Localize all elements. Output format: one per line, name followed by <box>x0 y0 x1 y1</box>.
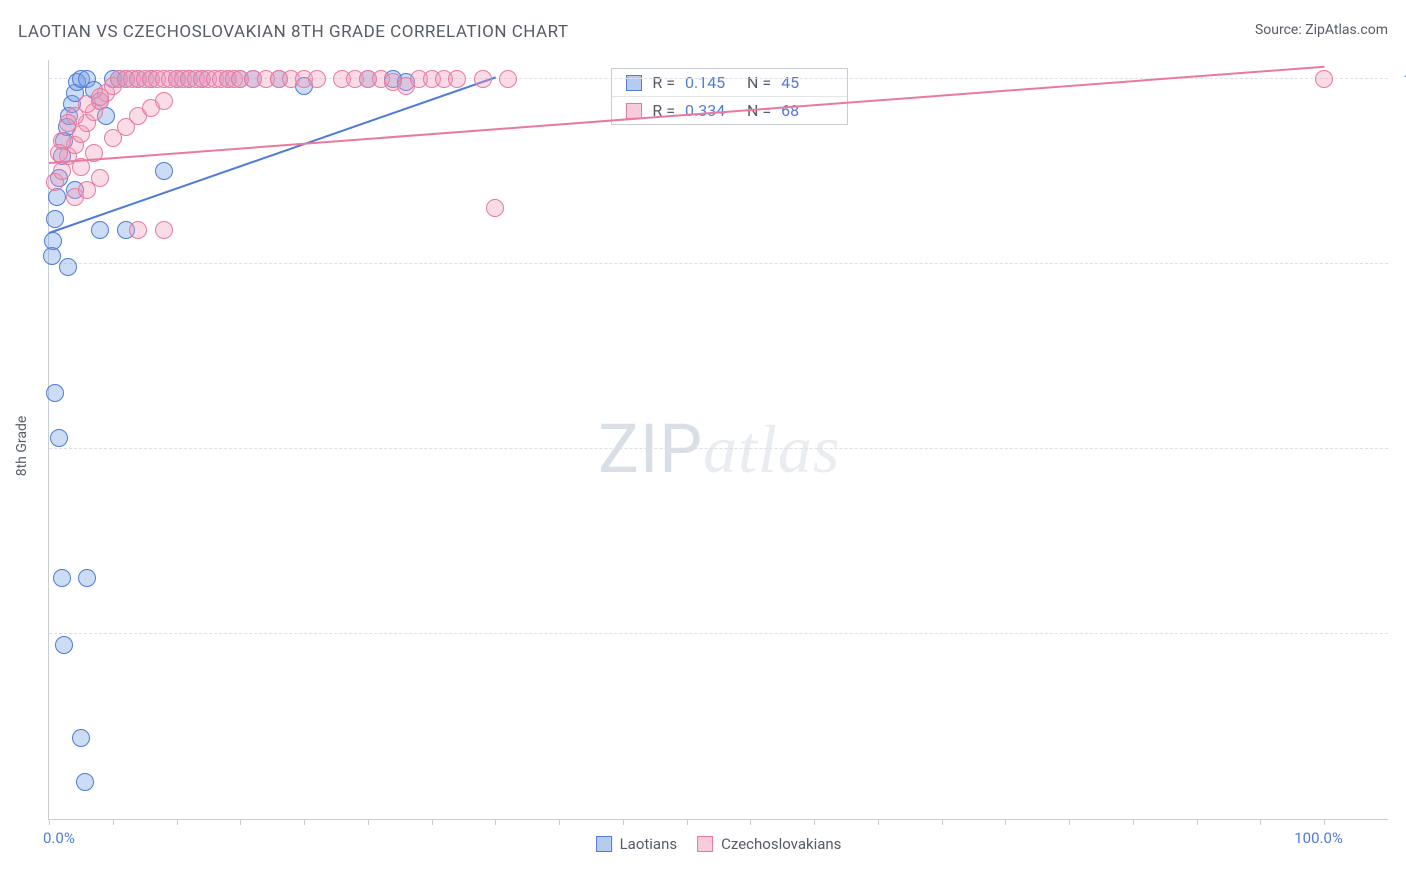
data-point <box>91 169 109 187</box>
watermark-atlas: atlas <box>703 411 840 487</box>
x-tick <box>240 819 241 825</box>
x-tick <box>495 819 496 825</box>
data-point <box>55 636 73 654</box>
x-tick <box>814 819 815 825</box>
legend-item: Laotians <box>596 835 678 853</box>
watermark-zip: ZIP <box>598 409 703 489</box>
chart-container: LAOTIAN VS CZECHOSLOVAKIAN 8TH GRADE COR… <box>0 0 1406 892</box>
data-point <box>72 729 90 747</box>
r-value: 0.145 <box>685 73 737 92</box>
x-tick <box>1069 819 1070 825</box>
trend-line <box>49 77 496 234</box>
data-point <box>499 70 517 88</box>
legend-label: Laotians <box>620 835 678 853</box>
data-point <box>129 221 147 239</box>
bottom-legend: Laotians Czechoslovakians <box>596 835 842 853</box>
x-tick <box>687 819 688 825</box>
data-point <box>474 70 492 88</box>
x-tick <box>177 819 178 825</box>
data-point <box>155 221 173 239</box>
data-point <box>46 384 64 402</box>
gridline <box>49 633 1388 634</box>
data-point <box>91 221 109 239</box>
legend-item: Czechoslovakians <box>697 835 841 853</box>
gridline <box>49 448 1388 449</box>
x-tick <box>1197 819 1198 825</box>
chart-title: LAOTIAN VS CZECHOSLOVAKIAN 8TH GRADE COR… <box>18 22 569 42</box>
x-tick <box>49 819 50 825</box>
data-point <box>1315 70 1333 88</box>
x-tick <box>1324 819 1325 825</box>
legend-swatch <box>697 836 713 852</box>
stats-row: R = 0.145 N = 45 <box>612 69 847 96</box>
plot-area: ZIPatlas R =0.145N =45R =0.334N =68 Laot… <box>48 60 1388 820</box>
data-point <box>59 114 77 132</box>
legend-swatch <box>596 836 612 852</box>
data-point <box>78 569 96 587</box>
data-point <box>76 773 94 791</box>
data-point <box>44 232 62 250</box>
x-tick <box>878 819 879 825</box>
x-tick <box>1260 819 1261 825</box>
legend-label: Czechoslovakians <box>721 835 841 853</box>
x-tick <box>1005 819 1006 825</box>
data-point <box>50 144 68 162</box>
data-point <box>448 70 466 88</box>
data-point <box>308 70 326 88</box>
x-tick <box>559 819 560 825</box>
data-point <box>46 210 64 228</box>
legend-swatch <box>626 103 642 119</box>
x-tick <box>113 819 114 825</box>
y-axis-label: 8th Grade <box>14 416 30 477</box>
x-tick <box>942 819 943 825</box>
gridline <box>49 263 1388 264</box>
data-point <box>155 162 173 180</box>
data-point <box>486 199 504 217</box>
x-tick-label: 0.0% <box>43 829 75 847</box>
x-tick <box>750 819 751 825</box>
data-point <box>59 258 77 276</box>
data-point <box>155 92 173 110</box>
x-tick <box>304 819 305 825</box>
x-tick <box>1133 819 1134 825</box>
x-tick-label: 100.0% <box>1294 829 1343 847</box>
data-point <box>53 569 71 587</box>
x-tick <box>623 819 624 825</box>
n-value: 45 <box>781 73 833 92</box>
source-label: Source: ZipAtlas.com <box>1255 22 1388 38</box>
watermark: ZIPatlas <box>598 409 840 489</box>
x-tick <box>368 819 369 825</box>
data-point <box>50 429 68 447</box>
n-label: N = <box>747 73 771 92</box>
x-tick <box>432 819 433 825</box>
r-label: R = <box>652 73 675 92</box>
data-point <box>91 88 109 106</box>
